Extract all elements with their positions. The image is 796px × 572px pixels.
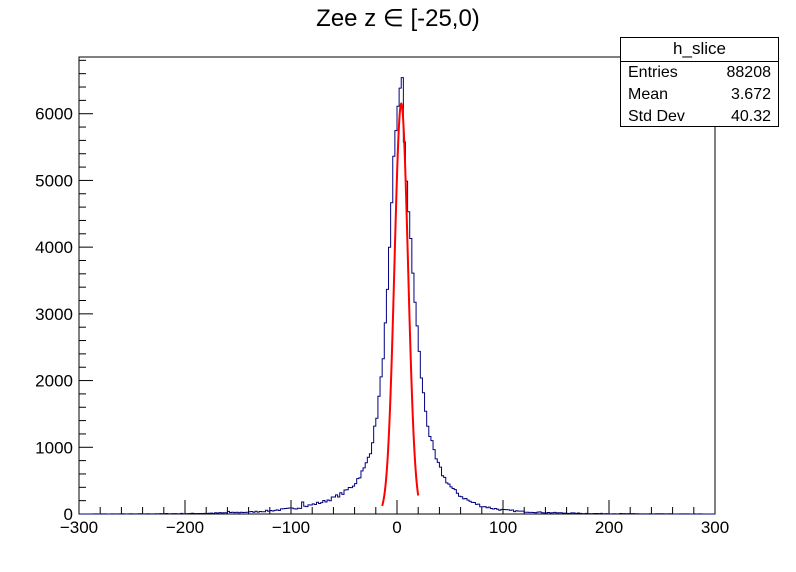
y-tick-label: 1000 — [35, 438, 73, 457]
y-tick-label: 4000 — [35, 238, 73, 257]
stats-stddev-label: Std Dev — [628, 108, 685, 125]
x-tick-label: 100 — [489, 518, 517, 537]
stats-row-entries: Entries 88208 — [621, 62, 778, 84]
histogram-series — [79, 77, 715, 515]
y-axis-tick-labels: 0 1000 2000 3000 4000 5000 6000 — [35, 105, 73, 524]
stats-mean-label: Mean — [628, 86, 669, 103]
x-tick-label: 200 — [595, 518, 623, 537]
axis-ticks — [78, 59, 716, 515]
y-tick-label: 3000 — [35, 305, 73, 324]
fit-curve — [381, 102, 420, 507]
chart-title: Zee z ∈ [-25,0) — [316, 5, 480, 32]
x-tick-label: 0 — [392, 518, 401, 537]
stats-row-mean: Mean 3.672 — [621, 84, 778, 106]
stats-entries-value: 88208 — [726, 64, 772, 81]
stats-mean-value: 3.672 — [730, 86, 771, 103]
stats-box-title: h_slice — [621, 38, 778, 62]
stats-row-stddev: Std Dev 40.32 — [621, 106, 778, 128]
x-tick-label: −100 — [272, 518, 310, 537]
stats-entries-label: Entries — [628, 64, 678, 81]
stats-box: h_slice Entries 88208 Mean 3.672 Std Dev… — [620, 37, 779, 127]
x-axis-tick-labels: −300 −200 −100 0 100 200 300 — [60, 518, 729, 537]
x-tick-label: −300 — [60, 518, 98, 537]
y-tick-label: 0 — [64, 505, 73, 524]
y-tick-label: 2000 — [35, 372, 73, 391]
y-tick-label: 5000 — [35, 171, 73, 190]
x-tick-label: −200 — [166, 518, 204, 537]
y-tick-label: 6000 — [35, 105, 73, 124]
x-tick-label: 300 — [701, 518, 729, 537]
stats-stddev-value: 40.32 — [730, 108, 771, 125]
